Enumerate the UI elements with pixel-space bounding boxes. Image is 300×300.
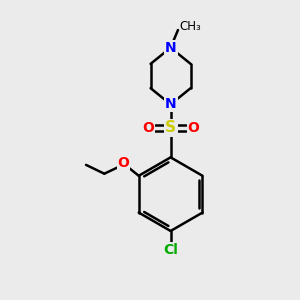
Text: Cl: Cl: [163, 243, 178, 257]
Text: S: S: [165, 120, 176, 135]
Text: O: O: [187, 121, 199, 135]
Text: N: N: [165, 98, 176, 111]
Text: CH₃: CH₃: [179, 20, 201, 33]
Text: O: O: [142, 121, 154, 135]
Text: O: O: [118, 156, 129, 170]
Text: N: N: [165, 41, 176, 55]
